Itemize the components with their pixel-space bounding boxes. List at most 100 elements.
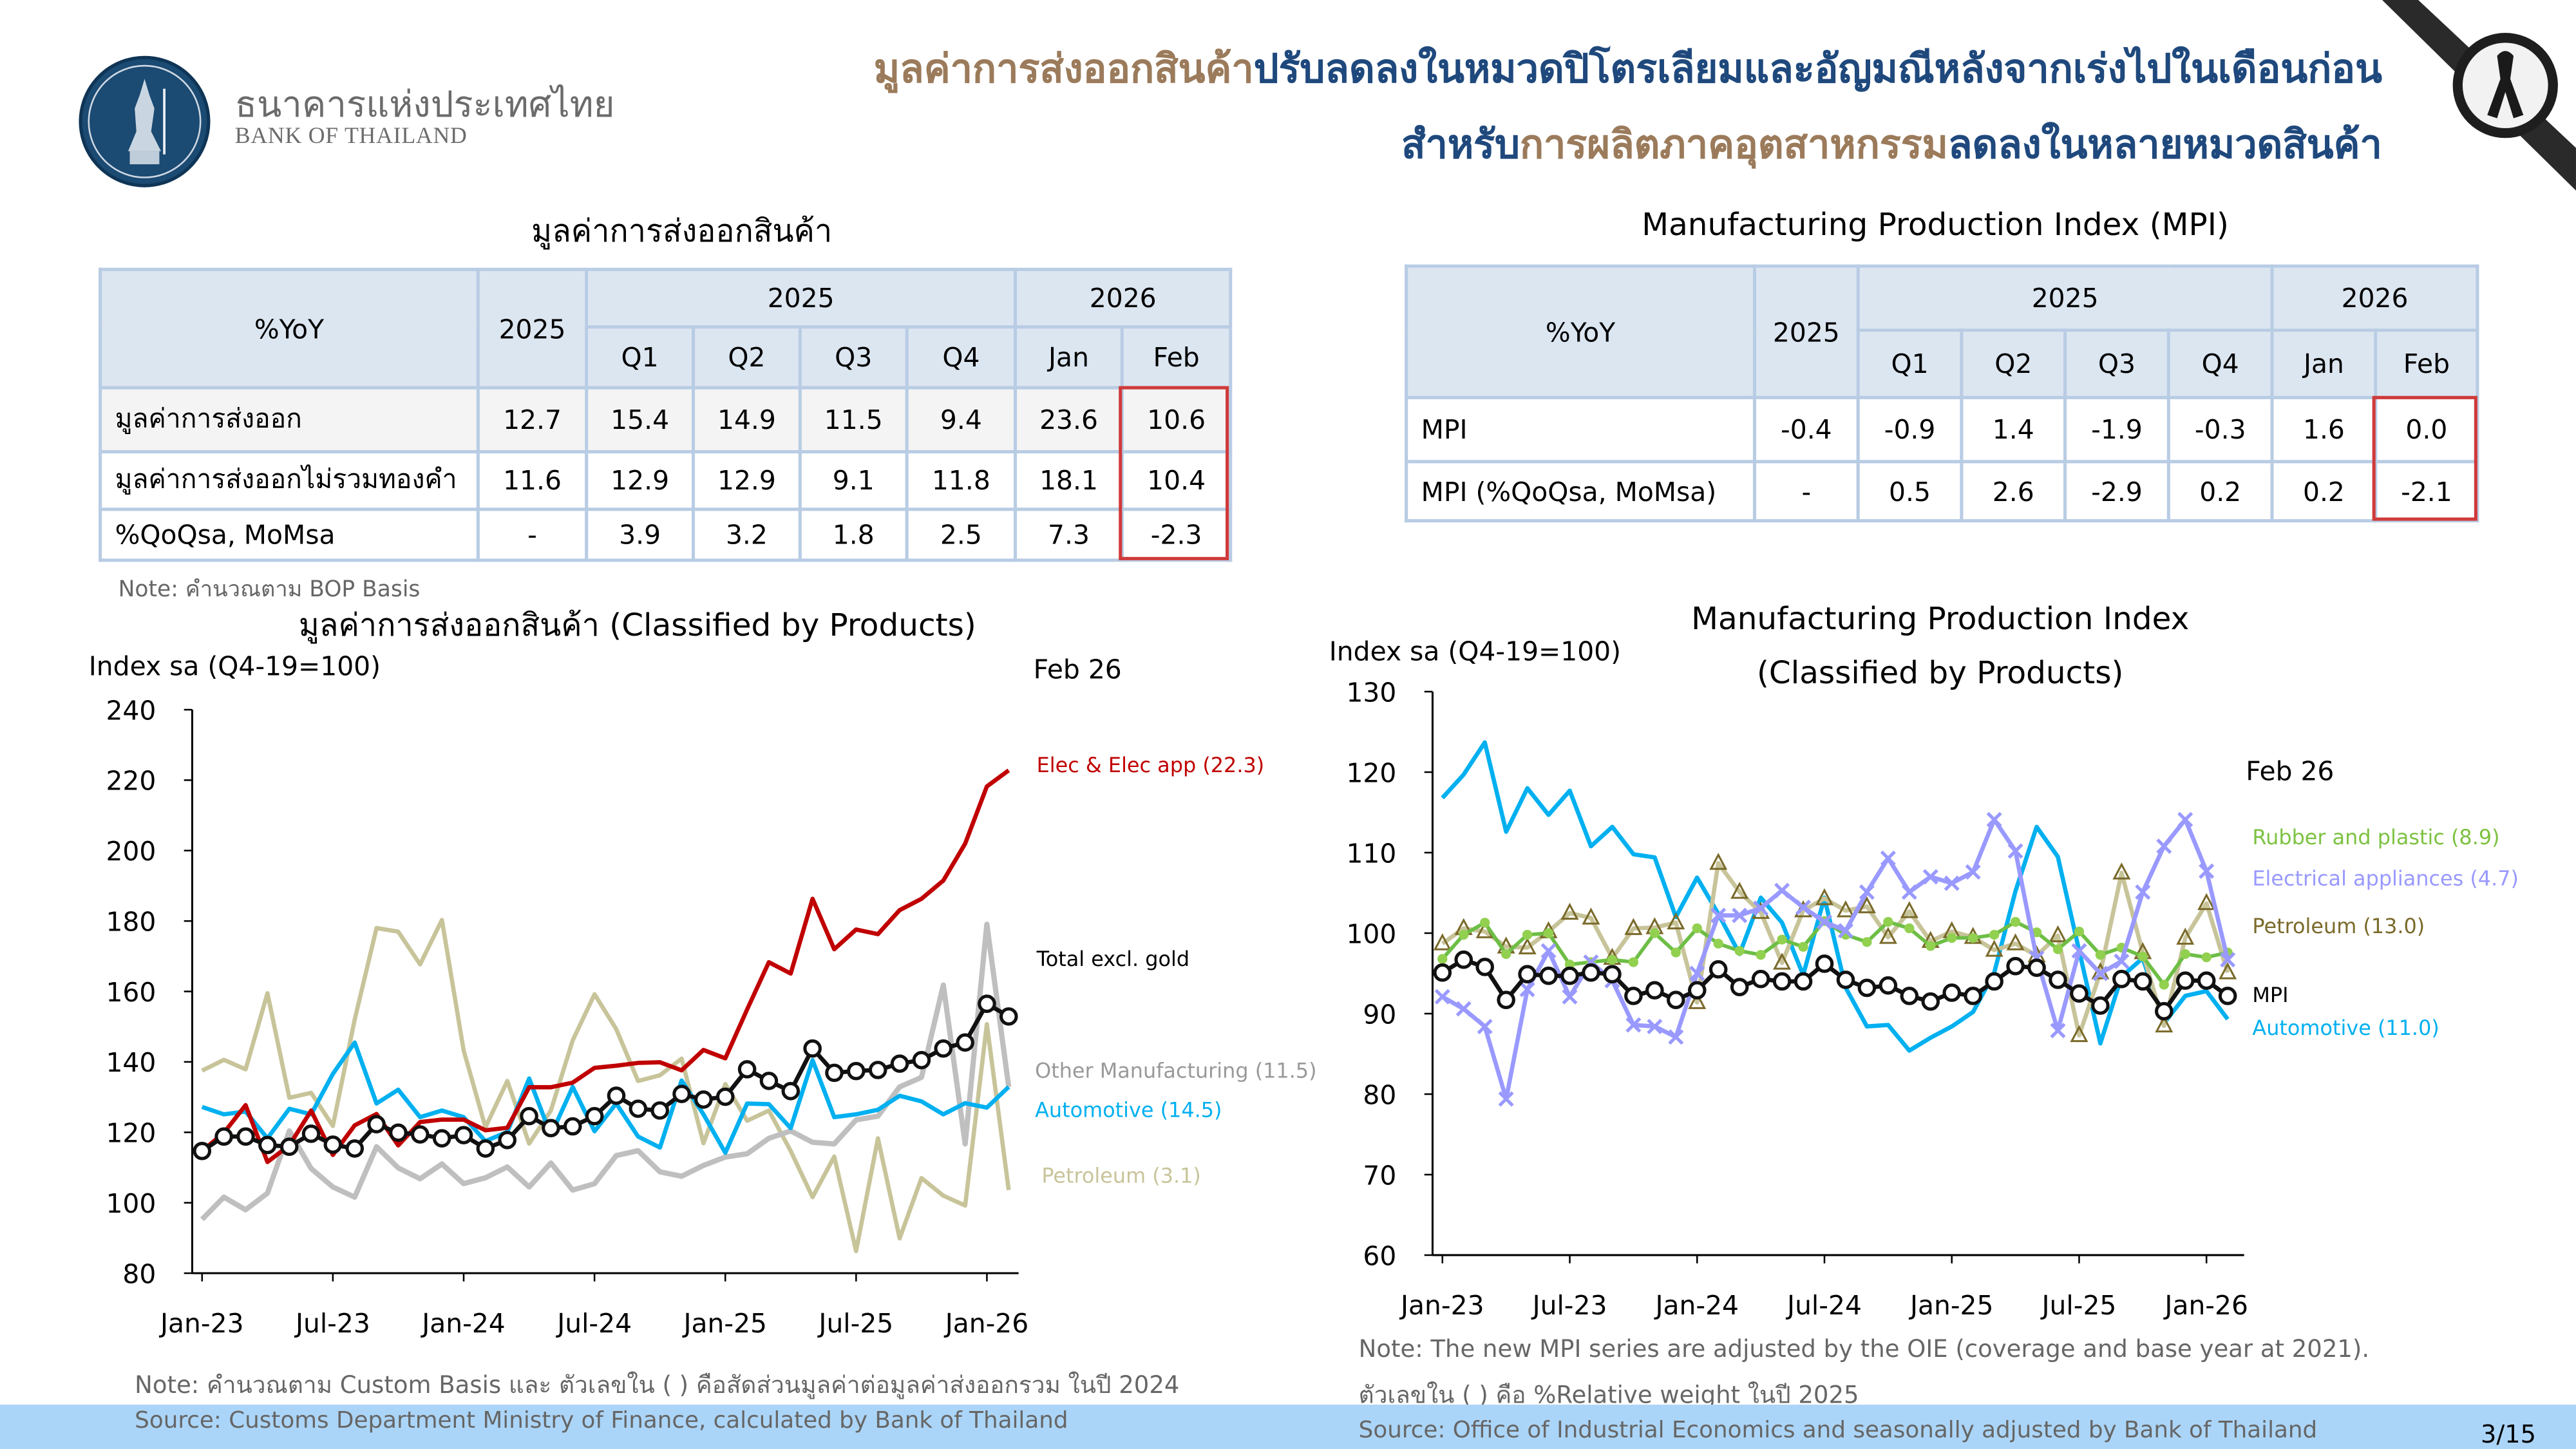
series-label: Automotive (11.0) xyxy=(2252,1016,2439,1040)
data-point xyxy=(1900,987,1919,1005)
table-cell: 10.6 xyxy=(1120,386,1233,454)
data-point xyxy=(1944,875,1960,891)
series-label: Rubber and plastic (8.9) xyxy=(2252,825,2499,849)
x-tick-label: Jan-24 xyxy=(1653,1290,1739,1321)
headline-part: การผลิตภาคอุตสาหกรรม xyxy=(1519,121,1948,168)
data-point xyxy=(1815,888,1834,905)
data-point xyxy=(1900,901,1918,918)
data-point xyxy=(1459,929,1469,940)
table-cell: 1.8 xyxy=(798,507,909,562)
footer-band xyxy=(0,1405,2576,1449)
data-point xyxy=(2050,1023,2066,1039)
table-header-subcol: Feb xyxy=(2374,328,2479,399)
x-tick-label: Jul-23 xyxy=(1531,1290,1607,1321)
y-tick-label: 220 xyxy=(106,766,156,797)
data-point xyxy=(1859,884,1875,900)
table-cell: 11.6 xyxy=(476,450,589,511)
data-point xyxy=(2052,944,2063,954)
data-point xyxy=(1625,1017,1642,1033)
x-tick-label: Jul-25 xyxy=(817,1308,893,1339)
data-point xyxy=(2220,952,2236,968)
data-point xyxy=(193,1141,212,1160)
data-point xyxy=(1624,918,1643,935)
data-point xyxy=(520,1106,538,1126)
data-point xyxy=(737,1060,757,1079)
data-point xyxy=(585,1106,604,1126)
data-point xyxy=(803,1039,822,1058)
data-point xyxy=(2070,1025,2088,1043)
data-point xyxy=(1795,899,1812,915)
data-point xyxy=(999,1007,1018,1026)
data-point xyxy=(1857,978,1877,998)
data-point xyxy=(2031,927,2042,938)
exports-chart-title: มูลค่าการส่งออกสินค้า (Classified by Pro… xyxy=(298,607,976,644)
data-point xyxy=(1667,912,1685,930)
data-point xyxy=(1862,937,1872,947)
headline-part: มูลค่าการส่งออกสินค้า xyxy=(873,46,1254,92)
data-point xyxy=(1883,916,1893,927)
data-point xyxy=(2175,971,2195,990)
table-cell: 9.4 xyxy=(905,386,1018,454)
mpi-source: Source: Office of Industrial Economics a… xyxy=(1358,1417,2318,1444)
table-row: มูลค่าการส่งออก 12.7 15.4 14.9 11.5 9.4 23.6 10… xyxy=(99,386,1233,454)
data-point xyxy=(2135,884,2151,900)
y-tick-label: 70 xyxy=(1363,1160,1396,1191)
data-point xyxy=(1926,941,1936,951)
table-cell: 7.3 xyxy=(1014,507,1124,562)
data-point xyxy=(1540,943,1557,959)
x-tick-label: Jan-24 xyxy=(420,1308,506,1339)
y-tick-label: 110 xyxy=(1346,838,1396,869)
data-point xyxy=(1753,900,1769,916)
exports-chart-note: Note: คำนวณตาม Custom Basis และ ตัวเลขใน… xyxy=(135,1373,1180,1400)
data-point xyxy=(2176,927,2195,945)
data-point xyxy=(1879,976,1898,995)
data-point xyxy=(1519,981,1535,998)
y-tick-label: 60 xyxy=(1363,1240,1396,1271)
x-tick-label: Jan-26 xyxy=(2163,1290,2248,1321)
data-point xyxy=(2156,838,2172,854)
seated-deity-emblem-icon xyxy=(88,64,202,178)
data-point xyxy=(868,1061,887,1079)
data-point xyxy=(1518,965,1537,984)
series-line xyxy=(1441,817,2230,1101)
table-header-subcol: Q3 xyxy=(2063,328,2170,399)
x-tick-label: Jul-25 xyxy=(2040,1290,2117,1321)
data-point xyxy=(956,1033,974,1052)
data-point xyxy=(1709,853,1728,870)
data-point xyxy=(1454,950,1473,969)
table-cell: 1.6 xyxy=(2270,395,2378,464)
data-point xyxy=(1964,987,1982,1005)
table-header-subcol: Jan xyxy=(1014,325,1124,390)
row-label: MPI xyxy=(1405,395,1757,464)
data-point xyxy=(2180,949,2190,960)
y-tick-label: 90 xyxy=(1363,999,1396,1030)
data-point xyxy=(1692,923,1702,934)
y-tick-label: 100 xyxy=(1346,918,1396,949)
data-point xyxy=(1709,960,1728,979)
row-label: MPI (%QoQsa, MoMsa) xyxy=(1405,460,1757,523)
data-point xyxy=(1942,983,1962,1002)
table-header-subcol: Q1 xyxy=(585,325,696,390)
data-point xyxy=(411,1125,430,1144)
data-point xyxy=(1518,937,1537,954)
data-point xyxy=(1624,987,1643,1005)
exports-line-chart: 80 100 120 140 160 180 200 220 240 Jan-23 Jul-23 Ja… xyxy=(106,695,1316,1339)
data-point xyxy=(279,1137,299,1156)
data-point xyxy=(1986,811,2002,828)
data-point xyxy=(912,1050,931,1070)
data-point xyxy=(1498,1091,1514,1107)
x-tick-label: Jul-24 xyxy=(555,1308,632,1339)
y-tick-label: 240 xyxy=(106,695,156,726)
table-header-subcol: Feb xyxy=(1120,325,1233,390)
data-point xyxy=(1710,907,1727,923)
data-point xyxy=(1773,952,1792,970)
data-point xyxy=(1649,928,1660,938)
x-tick-label: Jan-25 xyxy=(681,1308,767,1339)
data-point xyxy=(1645,981,1664,1000)
data-point xyxy=(1560,966,1579,985)
data-point xyxy=(1857,896,1876,914)
series-label: Elec & Elec app (22.3) xyxy=(1037,753,1265,777)
data-point xyxy=(1836,900,1855,918)
table-cell: 3.9 xyxy=(585,507,696,562)
series-petroleum-3-1 xyxy=(201,918,1011,1253)
